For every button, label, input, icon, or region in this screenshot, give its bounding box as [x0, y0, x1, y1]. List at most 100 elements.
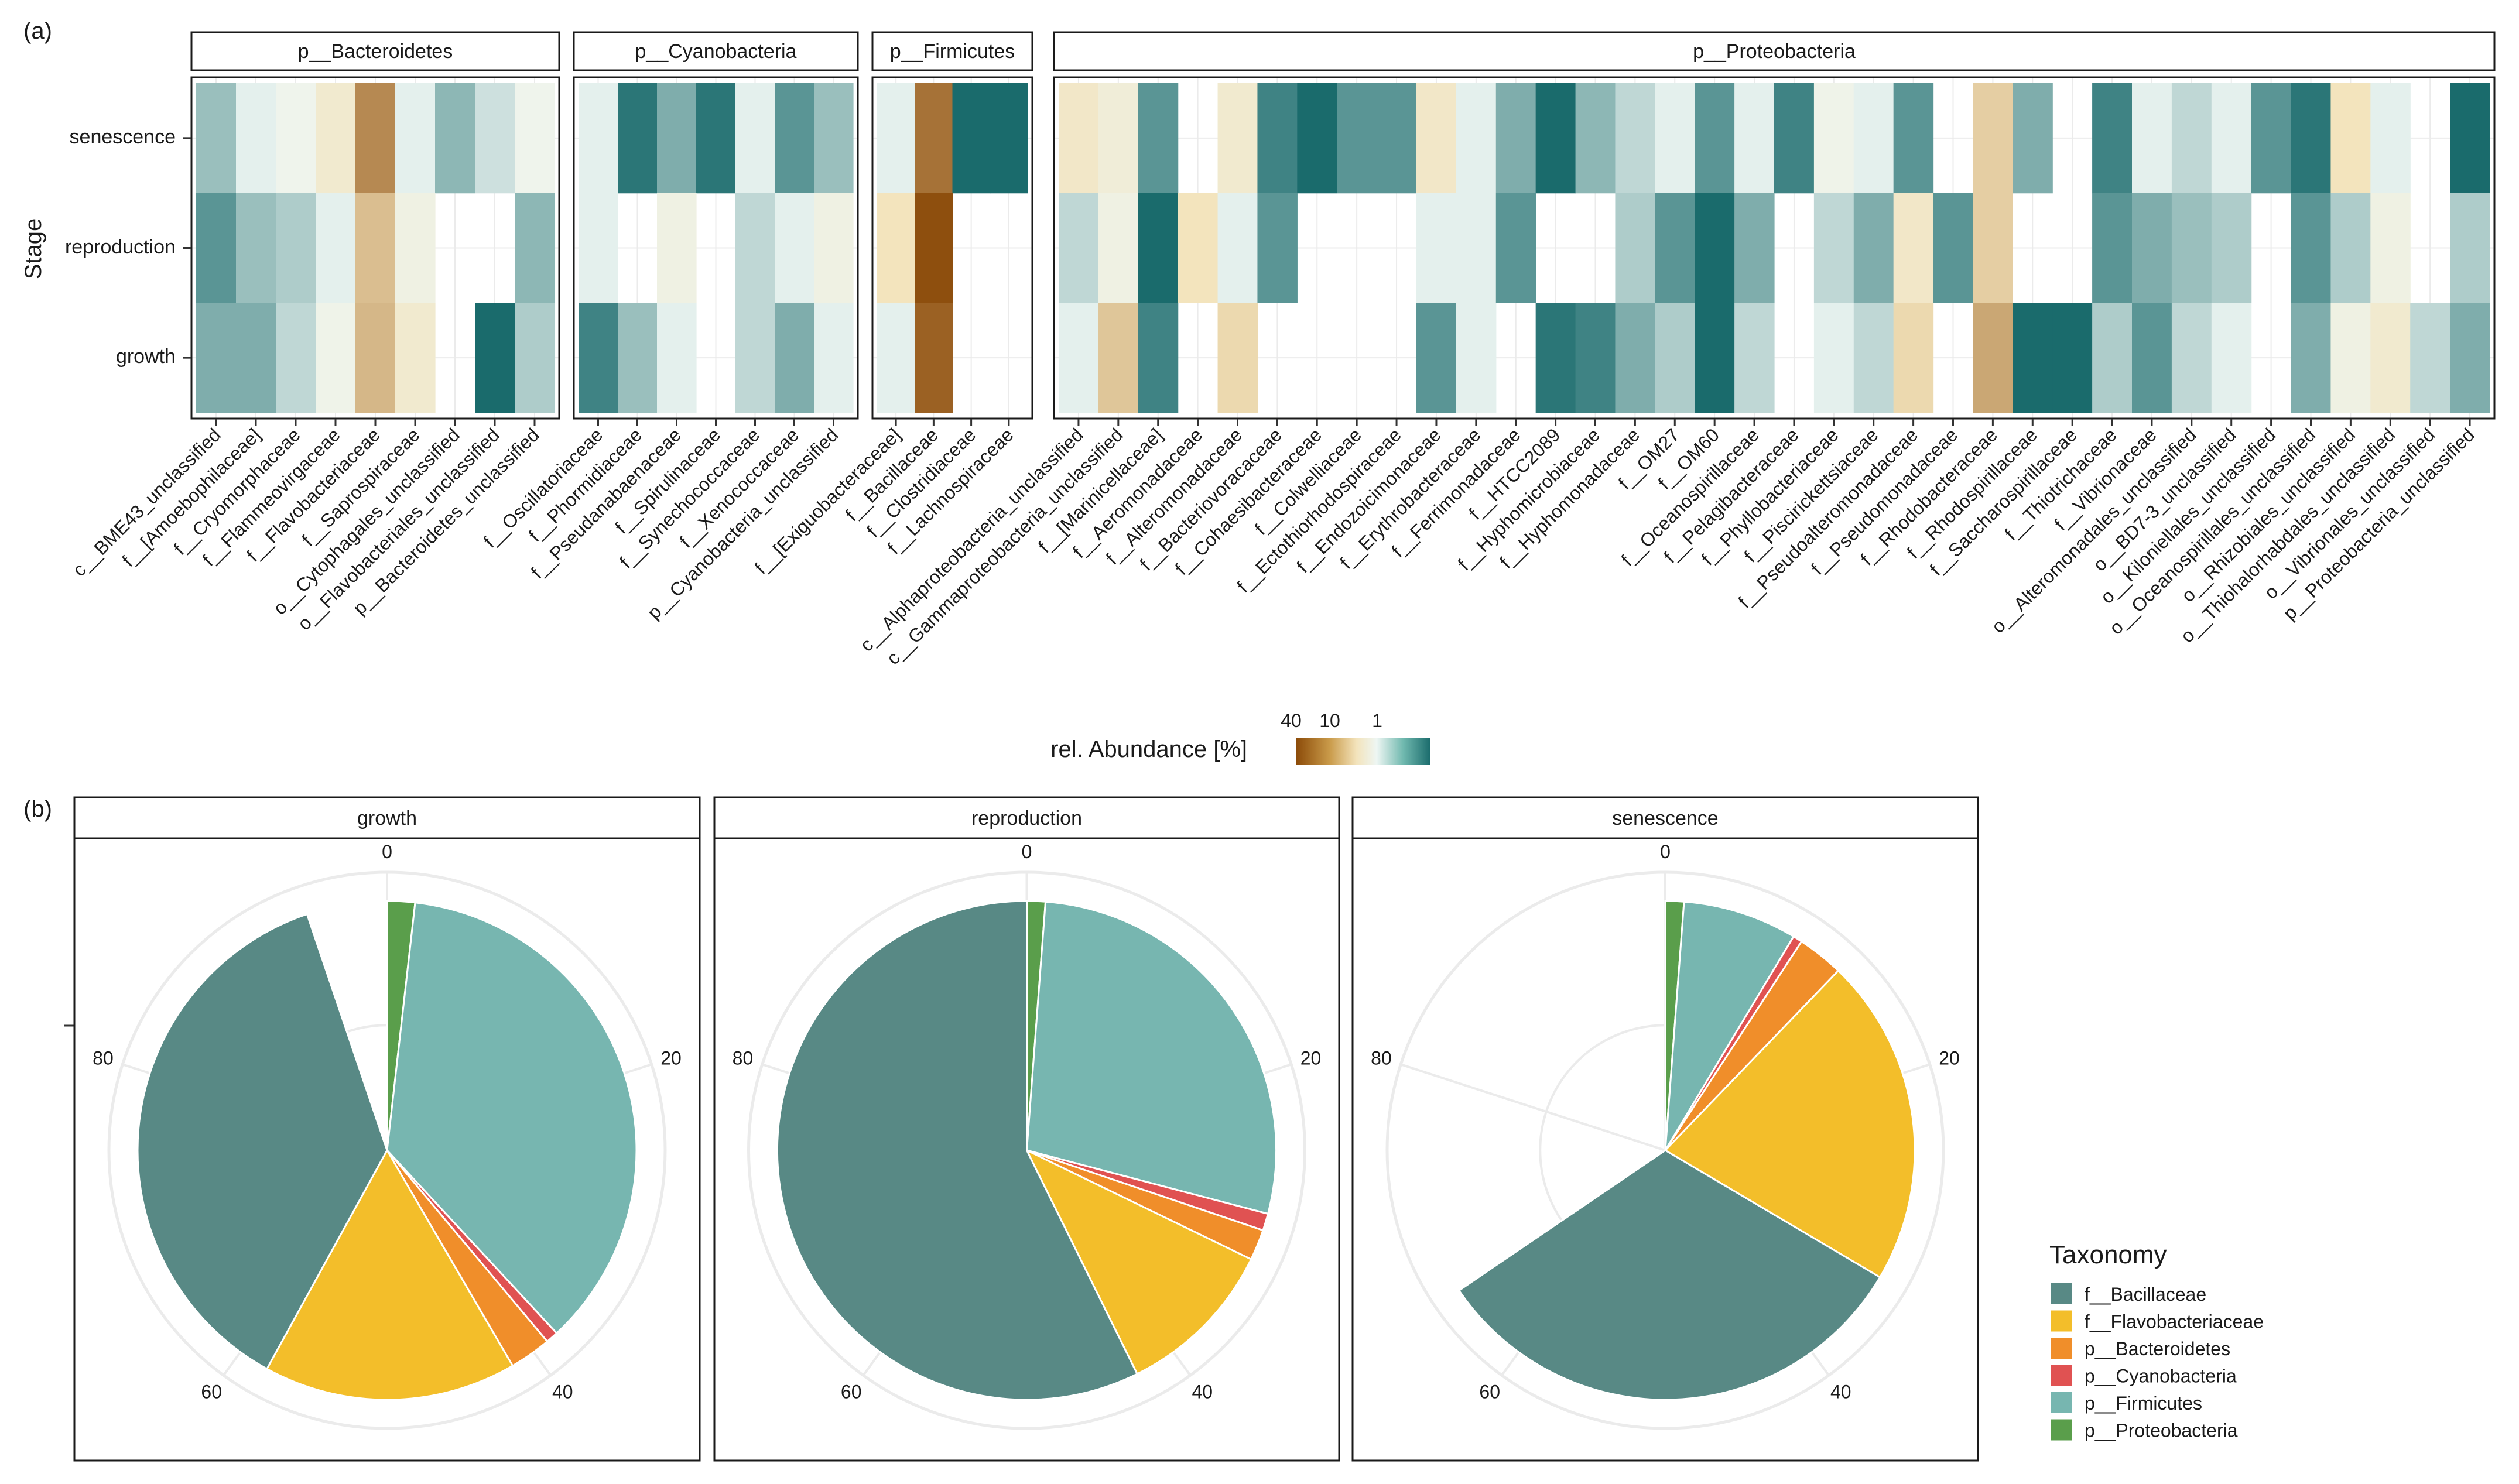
heatmap-cell-senescence-f-rhodobacteraceae	[1973, 83, 2013, 194]
colorbar-tick-40: 40	[1281, 710, 1302, 731]
heatmap-cell-senescence-f-alteromonadaceae	[1217, 83, 1258, 194]
polar-tick-label: 20	[1939, 1047, 1960, 1068]
facet-border	[871, 76, 1033, 420]
heatmap-cell-senescence-f-pseudoalteromonadaceae	[1893, 83, 1934, 194]
heatmap-facet-p-proteobacteria: p__Proteobacteriac__Alphaproteobacteria_…	[856, 31, 2496, 669]
panel-label-a: (a)	[23, 18, 52, 44]
heatmap-cell-growth-f-phyllobacteriaceae	[1813, 303, 1854, 413]
heatmap-cell-growth-o-thiohalorhabdales-unclassified	[2370, 303, 2411, 413]
heatmap-cell-senescence-f-marinicellaceae	[1138, 83, 1179, 194]
heatmap-cell-senescence-f-xenococcaceae	[775, 83, 814, 194]
heatmap-cell-growth-f-om60	[1695, 303, 1735, 413]
heatmap-cell-senescence-p-bacteroidetes-unclassified	[515, 83, 555, 194]
heatmap-cell-growth-c-bme43-unclassified	[196, 303, 237, 413]
heatmap-cell-reproduction-p-bacteroidetes-unclassified	[515, 193, 555, 303]
heatmap-cell-growth-f-vibrionaceae	[2132, 303, 2172, 413]
heatmap-cell-senescence-f-cohaesibacteraceae	[1297, 83, 1337, 194]
polar-grid-spoke	[1400, 1063, 1666, 1151]
heatmap-cell-senescence-f-saprospiraceae	[395, 83, 436, 194]
heatmap-cell-senescence-o-flavobacteriales-unclassified	[475, 83, 515, 194]
heatmap-cell-growth-c-gammaproteobacteria-unclassified	[1098, 303, 1139, 413]
heatmap-cell-reproduction-f-bacteriovoracaceae	[1257, 193, 1298, 303]
heatmap-cell-senescence-f-synechococcaceae	[735, 83, 775, 194]
heatmap-cell-growth-f-flavobacteriaceae	[355, 303, 396, 413]
heatmap-cell-senescence-c-alphaproteobacteria-unclassified	[1059, 83, 1099, 194]
heatmap-cell-growth-p-cyanobacteria-unclassified	[814, 303, 854, 413]
heatmap-cell-senescence-f-ectothiorhodospiraceae	[1377, 83, 1417, 194]
heatmap-cell-growth-f-endozoicimonaceae	[1416, 303, 1457, 413]
facet-strip-label: p__Firmicutes	[890, 40, 1015, 63]
heatmap-cell-growth-f-erythrobacteraceae	[1456, 303, 1497, 413]
taxonomy-legend: Taxonomy f__Bacillaceae f__Flavobacteriac…	[2049, 1240, 2264, 1441]
row-label-reproduction: reproduction	[65, 236, 176, 258]
polar-tick-label: 60	[841, 1382, 862, 1403]
heatmap-cell-reproduction-f-om60	[1695, 193, 1735, 303]
heatmap-cell-growth-p-bacteroidetes-unclassified	[515, 303, 555, 413]
polar-tick-label: 20	[660, 1047, 682, 1068]
facet-strip	[713, 796, 1340, 839]
legend-swatch-p-bacteroidetes	[2051, 1338, 2072, 1359]
heatmap-cell-senescence-f-piscirickettsiaceae	[1853, 83, 1894, 194]
heatmap-cell-growth-o-alteromonadales-unclassified	[2171, 303, 2212, 413]
facet-strip-label: p__Bacteroidetes	[298, 40, 453, 63]
heatmap-cell-senescence-f-pseudanabaenaceae	[657, 83, 697, 194]
heatmap-cell-reproduction-f-oceanospirillaceae	[1734, 193, 1775, 303]
heatmap-cell-reproduction-o-thiohalorhabdales-unclassified	[2370, 193, 2411, 303]
colorbar-tick-10: 10	[1319, 710, 1340, 731]
polar-tick-label: 0	[1660, 841, 1671, 862]
heatmap-cell-growth-f-hyphomonadaceae	[1615, 303, 1655, 413]
colorbar-gradient	[1296, 738, 1430, 765]
heatmap-cell-growth-o-bd7-3-unclassified	[2211, 303, 2252, 413]
heatmap-cell-reproduction-f-erythrobacteraceae	[1456, 193, 1497, 303]
heatmap-cell-reproduction-f-piscirickettsiaceae	[1853, 193, 1894, 303]
legend-swatch-p-proteobacteria	[2051, 1419, 2072, 1441]
heatmap-cell-reproduction-f-amoebophilaceae	[236, 193, 276, 303]
heatmap-cell-reproduction-f-flammeovirgaceae	[316, 193, 356, 303]
heatmap-cell-growth-f-alteromonadaceae	[1217, 303, 1258, 413]
polar-tick-label: 60	[201, 1382, 222, 1403]
heatmap-cell-growth-f-rhodospirillaceae	[2013, 303, 2053, 413]
legend-label-p-firmicutes: p__Firmicutes	[2085, 1393, 2202, 1414]
legend-label-f-bacillaceae: f__Bacillaceae	[2085, 1284, 2206, 1305]
heatmap-cell-reproduction-f-alteromonadaceae	[1217, 193, 1258, 303]
heatmap-cell-senescence-f-spirulinaceae	[696, 83, 736, 194]
polar-tick-label: 0	[382, 841, 392, 862]
heatmap-cell-senescence-f-hyphomonadaceae	[1615, 83, 1655, 194]
heatmap-cell-reproduction-f-cryomorphaceae	[276, 193, 316, 303]
pie-slice-p-firmicutes	[386, 902, 638, 1335]
heatmap-cell-reproduction-f-aeromonadaceae	[1178, 193, 1219, 303]
heatmap-cell-reproduction-f-rhodobacteraceae	[1973, 193, 2013, 303]
pie-slice-f-bacillaceae	[136, 913, 388, 1370]
facet-strip-label: reproduction	[971, 807, 1082, 830]
heatmap-cell-senescence-o-oceanospirillales-unclassified	[2291, 83, 2332, 194]
heatmap-cell-reproduction-f-exiguobacteraceae	[877, 193, 915, 303]
heatmap-cell-reproduction-o-bd7-3-unclassified	[2211, 193, 2252, 303]
heatmap-cell-growth-f-synechococcaceae	[735, 303, 775, 413]
heatmap-cell-senescence-f-oscillatoriaceae	[579, 83, 618, 194]
heatmap-cell-growth-f-saprospiraceae	[395, 303, 436, 413]
heatmap-cell-senescence-f-vibrionaceae	[2132, 83, 2172, 194]
heatmap-cell-reproduction-c-gammaproteobacteria-unclassified	[1098, 193, 1139, 303]
facet-strip	[1053, 31, 2496, 71]
heatmap-cell-reproduction-f-hyphomonadaceae	[1615, 193, 1655, 303]
heatmap-panel: Stage senescence reproduction growth p__…	[20, 31, 2496, 669]
facet-strip	[190, 31, 560, 71]
polar-tick-label: 20	[1300, 1047, 1322, 1068]
heatmap-cell-growth-o-rhizobiales-unclassified	[2330, 303, 2371, 413]
facet-strip-label: senescence	[1612, 807, 1718, 830]
heatmap-cell-senescence-f-thiotrichaceae	[2092, 83, 2133, 194]
heatmap-cell-senescence-f-phyllobacteriaceae	[1813, 83, 1854, 194]
facet-strip	[1351, 796, 1979, 839]
legend-swatch-p-firmicutes	[2051, 1392, 2072, 1413]
polar-tick-label: 40	[552, 1382, 573, 1403]
facet-border	[1351, 837, 1979, 1462]
polar-tick-label: 60	[1479, 1382, 1500, 1403]
heatmap-cell-reproduction-f-phyllobacteriaceae	[1813, 193, 1854, 303]
heatmap-cell-growth-f-saccharospirillaceae	[2052, 303, 2093, 413]
heatmap-cell-senescence-f-endozoicimonaceae	[1416, 83, 1457, 194]
heatmap-cell-senescence-f-phormidiaceae	[618, 83, 658, 194]
heatmap-cell-growth-f-htcc2089	[1535, 303, 1576, 413]
heatmap-cell-growth-f-thiotrichaceae	[2092, 303, 2133, 413]
row-label-growth: growth	[116, 345, 176, 368]
heatmap-cell-reproduction-f-pseudanabaenaceae	[657, 193, 697, 303]
